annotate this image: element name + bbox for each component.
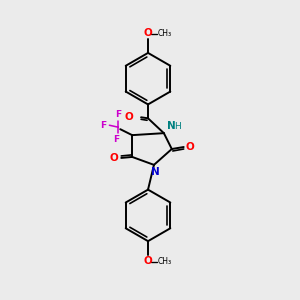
Text: H: H — [174, 122, 181, 131]
Text: O: O — [124, 112, 133, 122]
Text: F: F — [100, 121, 106, 130]
Text: O: O — [186, 142, 194, 152]
Text: O: O — [110, 153, 118, 163]
Text: CH₃: CH₃ — [158, 257, 172, 266]
Text: F: F — [113, 135, 119, 144]
Text: F: F — [115, 110, 122, 119]
Text: O: O — [144, 28, 152, 38]
Text: N: N — [167, 121, 176, 131]
Text: CH₃: CH₃ — [158, 28, 172, 38]
Text: N: N — [151, 167, 159, 177]
Text: O: O — [144, 256, 152, 266]
